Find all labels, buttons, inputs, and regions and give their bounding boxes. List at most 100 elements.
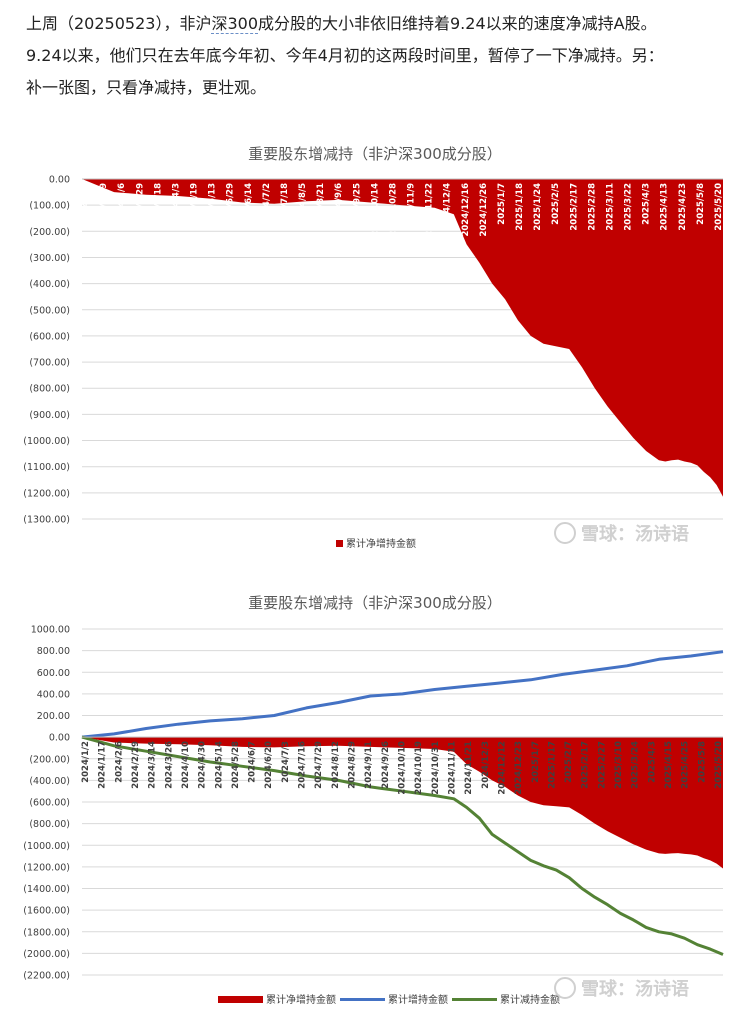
x-tick-label: 2025/5/20: [714, 183, 724, 231]
x-tick-label: 2024/11/22: [425, 183, 435, 237]
x-tick-label: 2024/4/19: [190, 183, 200, 231]
y-tick-label: (200.00): [29, 754, 70, 765]
x-tick-label: 2025/2/28: [587, 183, 597, 231]
x-tick-label: 2024/10/28: [389, 183, 399, 237]
x-tick-label: 2024/7/3: [281, 741, 291, 783]
x-tick-label: 2024/10/19: [414, 741, 424, 795]
y-tick-label: (1200.00): [23, 862, 70, 873]
x-tick-label: 2024/1/19: [99, 183, 109, 231]
y-tick-label: (2000.00): [23, 949, 70, 960]
stock-link[interactable]: 深300: [211, 14, 258, 34]
x-tick-label: 2024/6/14: [244, 183, 254, 231]
series-increase-line: [81, 650, 724, 739]
x-tick-label: 2024/1/17: [98, 741, 108, 789]
x-tick-label: 2024/9/26: [381, 741, 391, 789]
x-tick-label: 2024/11/9: [407, 183, 417, 231]
x-tick-label: 2025/5/20: [714, 741, 724, 789]
legend-swatch: [336, 540, 343, 547]
y-tick-label: (500.00): [29, 305, 70, 316]
y-tick-label: (900.00): [29, 410, 70, 421]
intro-text: 上周（20250523），非沪: [26, 14, 212, 33]
y-tick-label: 600.00: [37, 668, 70, 679]
x-tick-label: 2025/3/10: [614, 741, 624, 789]
y-tick-label: (600.00): [29, 331, 70, 342]
x-tick-label: 2024/10/14: [370, 183, 380, 237]
y-tick-label: (1200.00): [23, 488, 70, 499]
x-tick-label: 2025/4/25: [681, 741, 691, 789]
x-tick-label: 2024/11/21: [464, 741, 474, 795]
x-tick-label: 2024/10/31: [431, 741, 441, 795]
x-tick-label: 2025/5/8: [696, 183, 706, 225]
x-tick-label: 2024/8/12: [331, 741, 341, 789]
y-tick-label: 800.00: [37, 646, 70, 657]
x-tick-label: 2025/3/22: [624, 183, 634, 231]
x-tick-label: 2024/12/26: [479, 183, 489, 237]
x-tick-label: 2024/12/16: [461, 183, 471, 237]
legend-label: 累计净增持金额: [346, 537, 416, 550]
x-tick-label: 2024/7/16: [298, 741, 308, 789]
chart-title: 重要股东增减持（非沪深300成分股）: [248, 594, 502, 612]
x-tick-label: 2024/5/29: [226, 183, 236, 231]
x-tick-label: 2025/1/24: [533, 183, 543, 231]
series-net-area: [82, 737, 723, 869]
y-tick-label: 1000.00: [31, 625, 70, 636]
x-tick-label: 2024/5/13: [208, 183, 218, 231]
watermark-logo: [554, 522, 576, 544]
x-tick-label: 2024/7/29: [314, 741, 324, 789]
x-tick-label: 2024/12/12: [497, 741, 507, 795]
x-tick-label: 2024/7/2: [262, 183, 272, 225]
y-tick-label: 0.00: [49, 733, 70, 744]
y-tick-label: (1400.00): [23, 884, 70, 895]
series-net-area: [82, 179, 723, 497]
x-tick-label: 2024/6/20: [264, 741, 274, 789]
x-tick-label: 2024/4/10: [181, 741, 191, 789]
x-tick-label: 2025/1/7: [531, 741, 541, 783]
legend-label: 累计增持金额: [388, 993, 448, 1006]
x-tick-label: 2025/5/8: [697, 741, 707, 783]
watermark-text: 雪球：汤诗语: [581, 979, 689, 1000]
y-tick-label: (2200.00): [23, 971, 70, 982]
y-tick-label: (800.00): [29, 384, 70, 395]
y-tick-label: (1800.00): [23, 927, 70, 938]
x-tick-label: 2024/6/7: [248, 741, 258, 783]
x-tick-label: 2025/4/3: [647, 741, 657, 783]
x-tick-label: 2025/4/13: [660, 183, 670, 231]
intro-line-3: 补一张图，只看净减持，更壮观。: [26, 78, 267, 97]
y-tick-label: (1300.00): [23, 515, 70, 526]
x-tick-label: 2024/9/25: [352, 183, 362, 231]
x-tick-label: 2025/3/24: [631, 741, 641, 789]
x-tick-label: 2024/2/6: [117, 183, 127, 225]
chart-1-svg: 重要股东增减持（非沪深300成分股） 0.00 (100.00) (200.00) (3…: [23, 145, 724, 550]
x-tick-label: 2025/3/11: [606, 183, 616, 231]
x-tick-label: 2024/3/14: [148, 741, 158, 789]
y-tick-label: (800.00): [29, 819, 70, 830]
watermark: 雪球：汤诗语: [554, 977, 689, 1000]
x-tick-label: 2024/2/29: [135, 183, 145, 231]
legend-label: 累计减持金额: [500, 993, 560, 1006]
x-tick-label: 2024/8/5: [298, 183, 308, 225]
x-tick-label: 2025/4/23: [678, 183, 688, 231]
x-tick-label: 2024/8/29: [348, 741, 358, 789]
x-tick-label: 2024/3/18: [153, 183, 163, 231]
x-tick-label: 2024/12/23: [514, 741, 524, 795]
x-tick-label: 2024/11/11: [448, 741, 458, 795]
chart-increase-decrease: 重要股东增减持（非沪深300成分股） 1000.00 800.00 600.00 400…: [0, 580, 750, 1021]
x-tick-label: 2024/3/26: [164, 741, 174, 789]
x-tick-label: 2024/7/18: [280, 183, 290, 231]
x-tick-label: 2025/1/17: [547, 741, 557, 789]
x-tick-label: 2024/1/2: [81, 741, 91, 783]
x-tick-label: 2024/9/6: [334, 183, 344, 225]
y-tick-label: (1600.00): [23, 906, 70, 917]
watermark: 雪球：汤诗语: [554, 522, 689, 545]
x-tick-label: 2024/8/21: [316, 183, 326, 231]
y-tick-label: (200.00): [29, 227, 70, 238]
chart-title: 重要股东增减持（非沪深300成分股）: [248, 145, 502, 163]
y-tick-label: (300.00): [29, 253, 70, 264]
y-tick-label: (400.00): [29, 776, 70, 787]
x-tick-label: 2024/4/30: [198, 741, 208, 789]
x-tick-label: 2025/4/15: [664, 741, 674, 789]
x-tick-label: 2025/4/3: [642, 183, 652, 225]
x-tick-label: 2024/4/3: [171, 183, 181, 225]
x-tick-label: 2024/2/29: [131, 741, 141, 789]
y-tick-label: (100.00): [29, 201, 70, 212]
